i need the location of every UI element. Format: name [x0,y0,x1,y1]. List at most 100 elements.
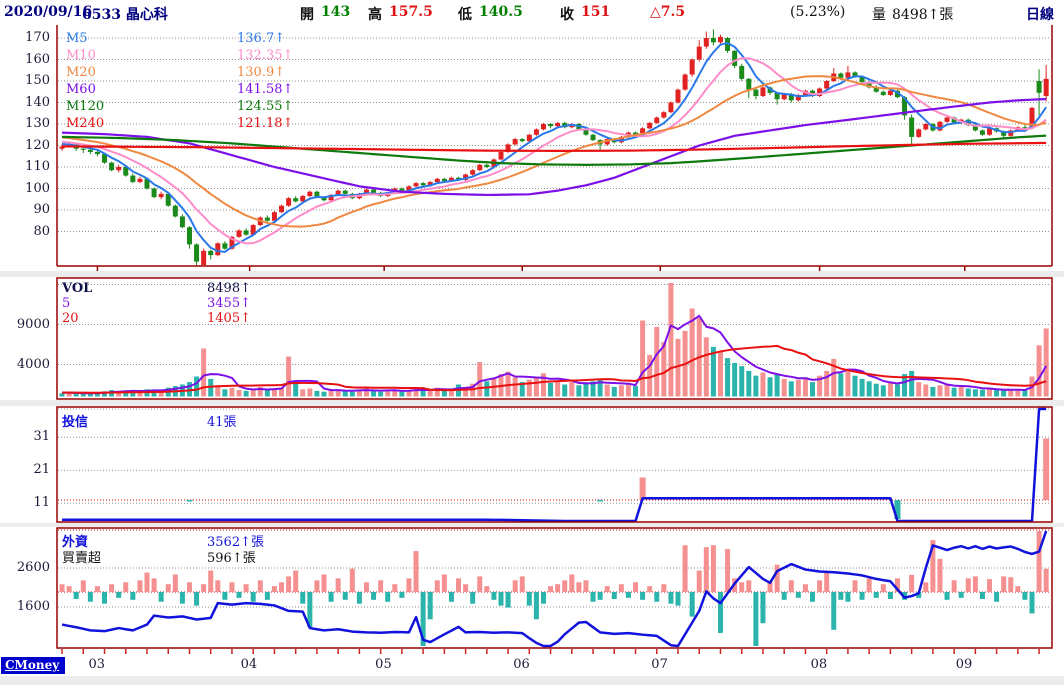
foreign-bar [930,540,936,592]
foreign-bar [441,574,447,592]
foreign-bar [151,578,157,592]
foreign-bar [434,580,440,592]
foreign-bar [477,576,483,592]
foreign-bar [392,584,398,592]
foreign-bar [739,582,745,592]
period-selector[interactable]: 日線 [1026,7,1054,23]
candle-body [420,183,426,186]
foreign-bar [633,582,639,592]
candle-body [866,82,872,88]
volume-bar [87,393,93,397]
ma-legend-value: 121.18↑ [237,116,294,131]
foreign-bar [236,592,242,598]
volume-bar [604,384,610,397]
foreign-bar [583,580,589,592]
trust-bar [894,500,901,519]
candle-body [1029,107,1035,129]
candle-body [710,38,716,43]
candle-body [328,194,334,201]
main-y-tick: 120 [25,137,50,153]
foreign-bar [767,582,773,592]
change-value: △7.5 [650,4,686,20]
foreign-y-tick: 2600 [16,560,50,575]
bottom-strip [0,676,1064,685]
foreign-bar [123,582,129,592]
candle-body [923,124,929,130]
foreign-bar [859,592,865,600]
foreign-bar [909,574,915,592]
candle-body [179,216,185,228]
candle-body [222,243,228,249]
ma-legend-value: 132.35↑ [237,48,294,63]
foreign-bar [399,592,405,598]
foreign-bar [1008,577,1014,592]
volume-bar [540,373,546,397]
foreign-bar [519,576,525,592]
volume-bar [186,382,192,397]
foreign-bar [279,582,285,592]
candle-body [732,50,738,66]
foreign-bar [491,592,497,600]
vol-legend-label: 5 [62,296,71,311]
candle-body [463,174,469,180]
foreign-bar [802,584,808,592]
open-label: 開 [300,7,314,23]
foreign-bar [725,549,731,592]
volume-bar [916,382,922,397]
ma-legend-value: 130.9↑ [237,65,286,80]
ma-legend-value: 124.55↑ [237,99,294,114]
candle-body [696,46,702,60]
volume-bar [519,382,525,397]
foreign-bar [611,592,617,600]
volume-bar [894,384,900,397]
foreign-bar [994,592,1000,602]
volume-bar [356,390,362,397]
ma10-line [61,57,1047,245]
foreign-bar [540,592,546,604]
candle-body [774,92,780,100]
volume-bar [732,362,738,397]
volume-bar [654,326,660,397]
foreign-bar [562,580,568,592]
candle-body [123,167,129,176]
volume-bar [583,383,589,397]
foreign-bar [208,570,214,592]
volume-bar [448,389,454,397]
candle-body [1036,81,1042,93]
candle-body [916,129,922,137]
volume-bar [533,376,539,397]
volume-bar [703,337,709,397]
foreign-bar [753,592,759,646]
foreign-bar [243,584,249,592]
foreign-bar [661,584,667,592]
foreign-bar [512,580,518,592]
foreign-bar [356,592,362,604]
volume-bar [130,390,136,397]
volume-bar [548,382,554,397]
volume-bar [746,370,752,397]
foreign-bar [73,592,79,600]
volume-bar [590,381,596,397]
volume-bar [710,346,716,397]
volume-bar [505,371,511,397]
foreign-bar [498,592,504,606]
cmoney-logo[interactable]: CMoney [1,657,66,674]
candle-body [795,94,801,101]
candle-body [307,191,313,197]
volume-bar [526,379,532,397]
foreign-bar [321,574,327,592]
volume-bar [250,389,256,397]
volume-bar [222,389,228,397]
foreign-title: 外資 [62,535,89,550]
ma-legend-label: M240 [66,116,105,131]
candle-body [555,122,561,127]
volume-bar [1015,389,1021,397]
vol-y-tick: 9000 [16,316,50,332]
candle-body [512,139,518,145]
volume-bar [640,320,646,397]
volume-bar [937,385,943,397]
foreign-bar [172,574,178,592]
main-y-tick: 90 [33,202,50,217]
volume-bar [385,390,391,397]
